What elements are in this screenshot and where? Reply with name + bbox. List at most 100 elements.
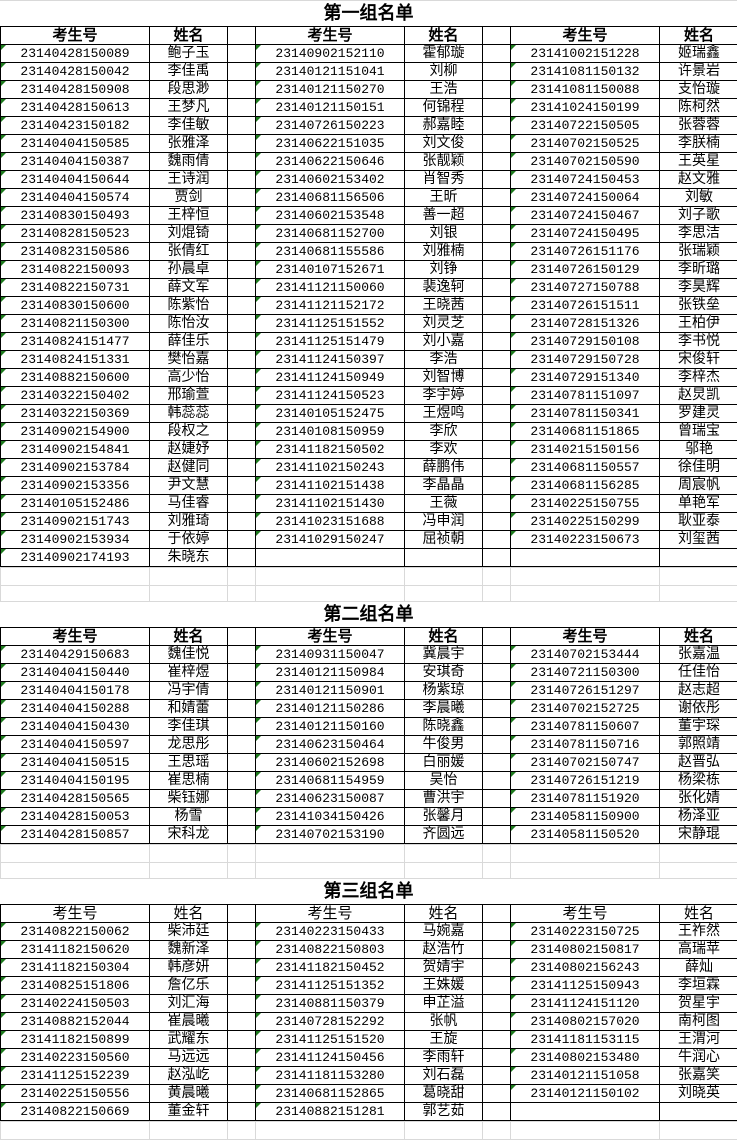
- exam-id-cell[interactable]: 23140404150574: [1, 189, 150, 207]
- student-name-cell[interactable]: 张馨月: [405, 808, 483, 826]
- student-name-cell[interactable]: 高少怡: [150, 369, 228, 387]
- student-name-cell[interactable]: 王昕: [405, 189, 483, 207]
- spacer-cell[interactable]: [228, 459, 256, 477]
- exam-id-cell[interactable]: 23140802150817: [511, 941, 660, 959]
- spacer-cell[interactable]: [483, 387, 511, 405]
- spacer-cell[interactable]: [483, 27, 511, 45]
- exam-id-cell[interactable]: 23140223150560: [1, 1049, 150, 1067]
- exam-id-cell[interactable]: 23140215150156: [511, 441, 660, 459]
- student-name-cell[interactable]: 王梓恒: [150, 207, 228, 225]
- student-name-cell[interactable]: 于依婷: [150, 531, 228, 549]
- exam-id-cell[interactable]: 23140429150683: [1, 646, 150, 664]
- student-name-cell[interactable]: 善一超: [405, 207, 483, 225]
- student-name-cell[interactable]: 薛灿: [660, 959, 737, 977]
- exam-id-cell[interactable]: 23140702150590: [511, 153, 660, 171]
- student-name-cell[interactable]: 齐圆远: [405, 826, 483, 844]
- student-name-cell[interactable]: 李思洁: [660, 225, 737, 243]
- exam-id-cell[interactable]: 23140681152700: [256, 225, 405, 243]
- exam-id-cell[interactable]: 23141182150452: [256, 959, 405, 977]
- spacer-cell[interactable]: [228, 826, 256, 844]
- spacer-cell[interactable]: [228, 27, 256, 45]
- student-name-cell[interactable]: 刘雅琦: [150, 513, 228, 531]
- spacer-cell[interactable]: [483, 369, 511, 387]
- exam-id-cell[interactable]: [511, 1103, 660, 1121]
- exam-id-cell[interactable]: 23140729150108: [511, 333, 660, 351]
- student-name-cell[interactable]: 张倩红: [150, 243, 228, 261]
- exam-id-cell[interactable]: 23140702153190: [256, 826, 405, 844]
- exam-id-cell[interactable]: 23140724150453: [511, 171, 660, 189]
- spacer-cell[interactable]: [483, 1031, 511, 1049]
- spacer-cell[interactable]: [483, 808, 511, 826]
- empty-cell[interactable]: [1, 1122, 150, 1140]
- exam-id-cell[interactable]: 23140721150300: [511, 664, 660, 682]
- student-name-cell[interactable]: 冀晨宇: [405, 646, 483, 664]
- student-name-cell[interactable]: 周宸帆: [660, 477, 737, 495]
- student-name-cell[interactable]: [660, 1103, 737, 1121]
- exam-id-cell[interactable]: 23140722150505: [511, 117, 660, 135]
- exam-id-cell[interactable]: 23140802153480: [511, 1049, 660, 1067]
- spacer-cell[interactable]: [228, 477, 256, 495]
- student-name-cell[interactable]: 詹亿乐: [150, 977, 228, 995]
- exam-id-cell[interactable]: 23140121150901: [256, 682, 405, 700]
- student-name-cell[interactable]: 贺婧宇: [405, 959, 483, 977]
- exam-id-cell[interactable]: 23140902154841: [1, 441, 150, 459]
- spacer-cell[interactable]: [228, 941, 256, 959]
- student-name-cell[interactable]: 许景岩: [660, 63, 737, 81]
- student-name-cell[interactable]: 魏新泽: [150, 941, 228, 959]
- exam-id-cell[interactable]: 23140825151806: [1, 977, 150, 995]
- student-name-cell[interactable]: 李欢: [405, 441, 483, 459]
- exam-id-cell[interactable]: 23140225150556: [1, 1085, 150, 1103]
- spacer-cell[interactable]: [483, 207, 511, 225]
- exam-id-cell[interactable]: 23140822150731: [1, 279, 150, 297]
- exam-id-cell[interactable]: 23141081150088: [511, 81, 660, 99]
- student-name-cell[interactable]: 龙思彤: [150, 736, 228, 754]
- exam-id-cell[interactable]: 23140702150525: [511, 135, 660, 153]
- header-id[interactable]: 考生号: [256, 905, 405, 923]
- student-name-cell[interactable]: [660, 549, 737, 567]
- spacer-cell[interactable]: [483, 117, 511, 135]
- spacer-cell[interactable]: [228, 682, 256, 700]
- student-name-cell[interactable]: 张瑞颖: [660, 243, 737, 261]
- student-name-cell[interactable]: 宋科龙: [150, 826, 228, 844]
- spacer-cell[interactable]: [228, 772, 256, 790]
- exam-id-cell[interactable]: 23141182150899: [1, 1031, 150, 1049]
- empty-cell[interactable]: [256, 1122, 405, 1140]
- exam-id-cell[interactable]: 23140802156243: [511, 959, 660, 977]
- exam-id-cell[interactable]: 23140121150160: [256, 718, 405, 736]
- student-name-cell[interactable]: 白丽媛: [405, 754, 483, 772]
- exam-id-cell[interactable]: 23140602153548: [256, 207, 405, 225]
- spacer-cell[interactable]: [483, 790, 511, 808]
- student-name-cell[interactable]: 姬瑞鑫: [660, 45, 737, 63]
- exam-id-cell[interactable]: 23140404150440: [1, 664, 150, 682]
- student-name-cell[interactable]: 马婉嘉: [405, 923, 483, 941]
- exam-id-cell[interactable]: 23141034150426: [256, 808, 405, 826]
- student-name-cell[interactable]: 李昕璐: [660, 261, 737, 279]
- exam-id-cell[interactable]: 23140822150803: [256, 941, 405, 959]
- spacer-cell[interactable]: [483, 995, 511, 1013]
- exam-id-cell[interactable]: 23141124150456: [256, 1049, 405, 1067]
- student-name-cell[interactable]: 张化婧: [660, 790, 737, 808]
- student-name-cell[interactable]: 魏雨倩: [150, 153, 228, 171]
- exam-id-cell[interactable]: 23141182150304: [1, 959, 150, 977]
- student-name-cell[interactable]: 孙晨卓: [150, 261, 228, 279]
- spacer-cell[interactable]: [483, 772, 511, 790]
- student-name-cell[interactable]: 李书悦: [660, 333, 737, 351]
- exam-id-cell[interactable]: 23141182150620: [1, 941, 150, 959]
- header-name[interactable]: 姓名: [660, 628, 737, 646]
- spacer-cell[interactable]: [483, 63, 511, 81]
- student-name-cell[interactable]: 杨紫琼: [405, 682, 483, 700]
- exam-id-cell[interactable]: 23140428150053: [1, 808, 150, 826]
- spacer-cell[interactable]: [483, 941, 511, 959]
- spacer-cell[interactable]: [228, 513, 256, 531]
- spacer-cell[interactable]: [483, 754, 511, 772]
- student-name-cell[interactable]: 耿亚泰: [660, 513, 737, 531]
- exam-id-cell[interactable]: 23140681152865: [256, 1085, 405, 1103]
- header-name[interactable]: 姓名: [660, 27, 737, 45]
- spacer-cell[interactable]: [483, 1067, 511, 1085]
- student-name-cell[interactable]: 刘智博: [405, 369, 483, 387]
- spacer-cell[interactable]: [483, 459, 511, 477]
- exam-id-cell[interactable]: 23141124150397: [256, 351, 405, 369]
- header-id[interactable]: 考生号: [1, 905, 150, 923]
- exam-id-cell[interactable]: 23140902174193: [1, 549, 150, 567]
- student-name-cell[interactable]: 冯宇倩: [150, 682, 228, 700]
